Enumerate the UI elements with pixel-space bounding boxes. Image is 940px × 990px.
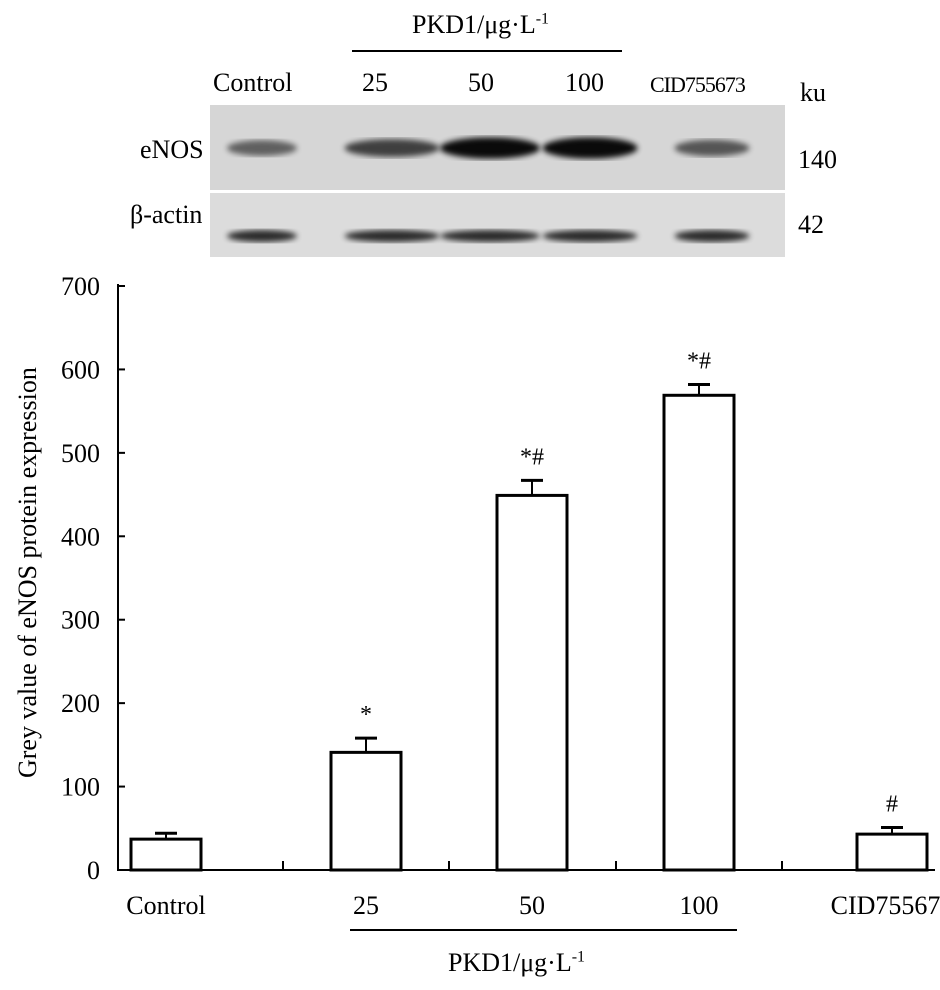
band-1-2 bbox=[440, 230, 540, 242]
band-1-1 bbox=[344, 230, 440, 242]
bar-50 bbox=[495, 493, 569, 872]
significance-mark: *# bbox=[520, 444, 544, 470]
x-group-text: PKD1/μg·L bbox=[448, 948, 572, 977]
lane-label-control: Control bbox=[213, 68, 293, 97]
lane-label-100: 100 bbox=[565, 68, 604, 97]
x-tick-label: 25 bbox=[353, 891, 379, 920]
bar-CID755673 bbox=[855, 832, 929, 872]
y-tick-label: 0 bbox=[87, 856, 100, 885]
lane-label-50: 50 bbox=[468, 68, 494, 97]
band-1-4 bbox=[674, 230, 750, 242]
lane-label-cid: CID755673 bbox=[650, 72, 746, 97]
significance-mark: *# bbox=[687, 348, 711, 374]
blot-group-sup: -1 bbox=[535, 10, 550, 28]
x-group-sup: -1 bbox=[571, 948, 586, 966]
bar-100 bbox=[662, 393, 736, 872]
row-label-actin: β-actin bbox=[130, 200, 203, 229]
blot-panel-actin bbox=[210, 193, 785, 257]
y-tick-label: 300 bbox=[61, 606, 100, 635]
row-size-actin: 42 bbox=[798, 210, 824, 239]
row-label-enos: eNOS bbox=[140, 135, 204, 164]
band-0-2 bbox=[440, 137, 540, 159]
y-tick-label: 500 bbox=[61, 439, 100, 468]
y-tick-label: 700 bbox=[61, 272, 100, 301]
band-0-4 bbox=[674, 139, 750, 157]
band-0-3 bbox=[542, 137, 638, 159]
x-tick-label: CID755673 bbox=[831, 891, 940, 920]
y-tick-label: 600 bbox=[61, 355, 100, 384]
x-tick-label: Control bbox=[126, 891, 205, 920]
band-0-0 bbox=[227, 140, 297, 156]
significance-mark: * bbox=[360, 702, 372, 728]
bar-25 bbox=[329, 750, 403, 872]
row-size-enos: 140 bbox=[798, 145, 837, 174]
lane-label-25: 25 bbox=[362, 68, 388, 97]
blot-group-label: PKD1/μg·L-1 bbox=[412, 10, 549, 40]
blot-group-text: PKD1/μg·L bbox=[412, 10, 536, 39]
bar-Control bbox=[129, 837, 203, 872]
x-tick-label: 50 bbox=[519, 891, 545, 920]
x-group-label: PKD1/μg·L-1 bbox=[448, 948, 585, 978]
blot-group-line bbox=[352, 50, 622, 52]
band-1-0 bbox=[227, 230, 297, 242]
band-0-1 bbox=[344, 139, 440, 157]
y-tick-label: 100 bbox=[61, 773, 100, 802]
significance-mark: # bbox=[886, 791, 898, 817]
blot-image bbox=[210, 105, 785, 257]
band-1-3 bbox=[542, 230, 638, 242]
unit-label: ku bbox=[800, 78, 826, 107]
y-tick-label: 400 bbox=[61, 522, 100, 551]
y-tick-label: 200 bbox=[61, 689, 100, 718]
x-tick-label: 100 bbox=[680, 891, 719, 920]
